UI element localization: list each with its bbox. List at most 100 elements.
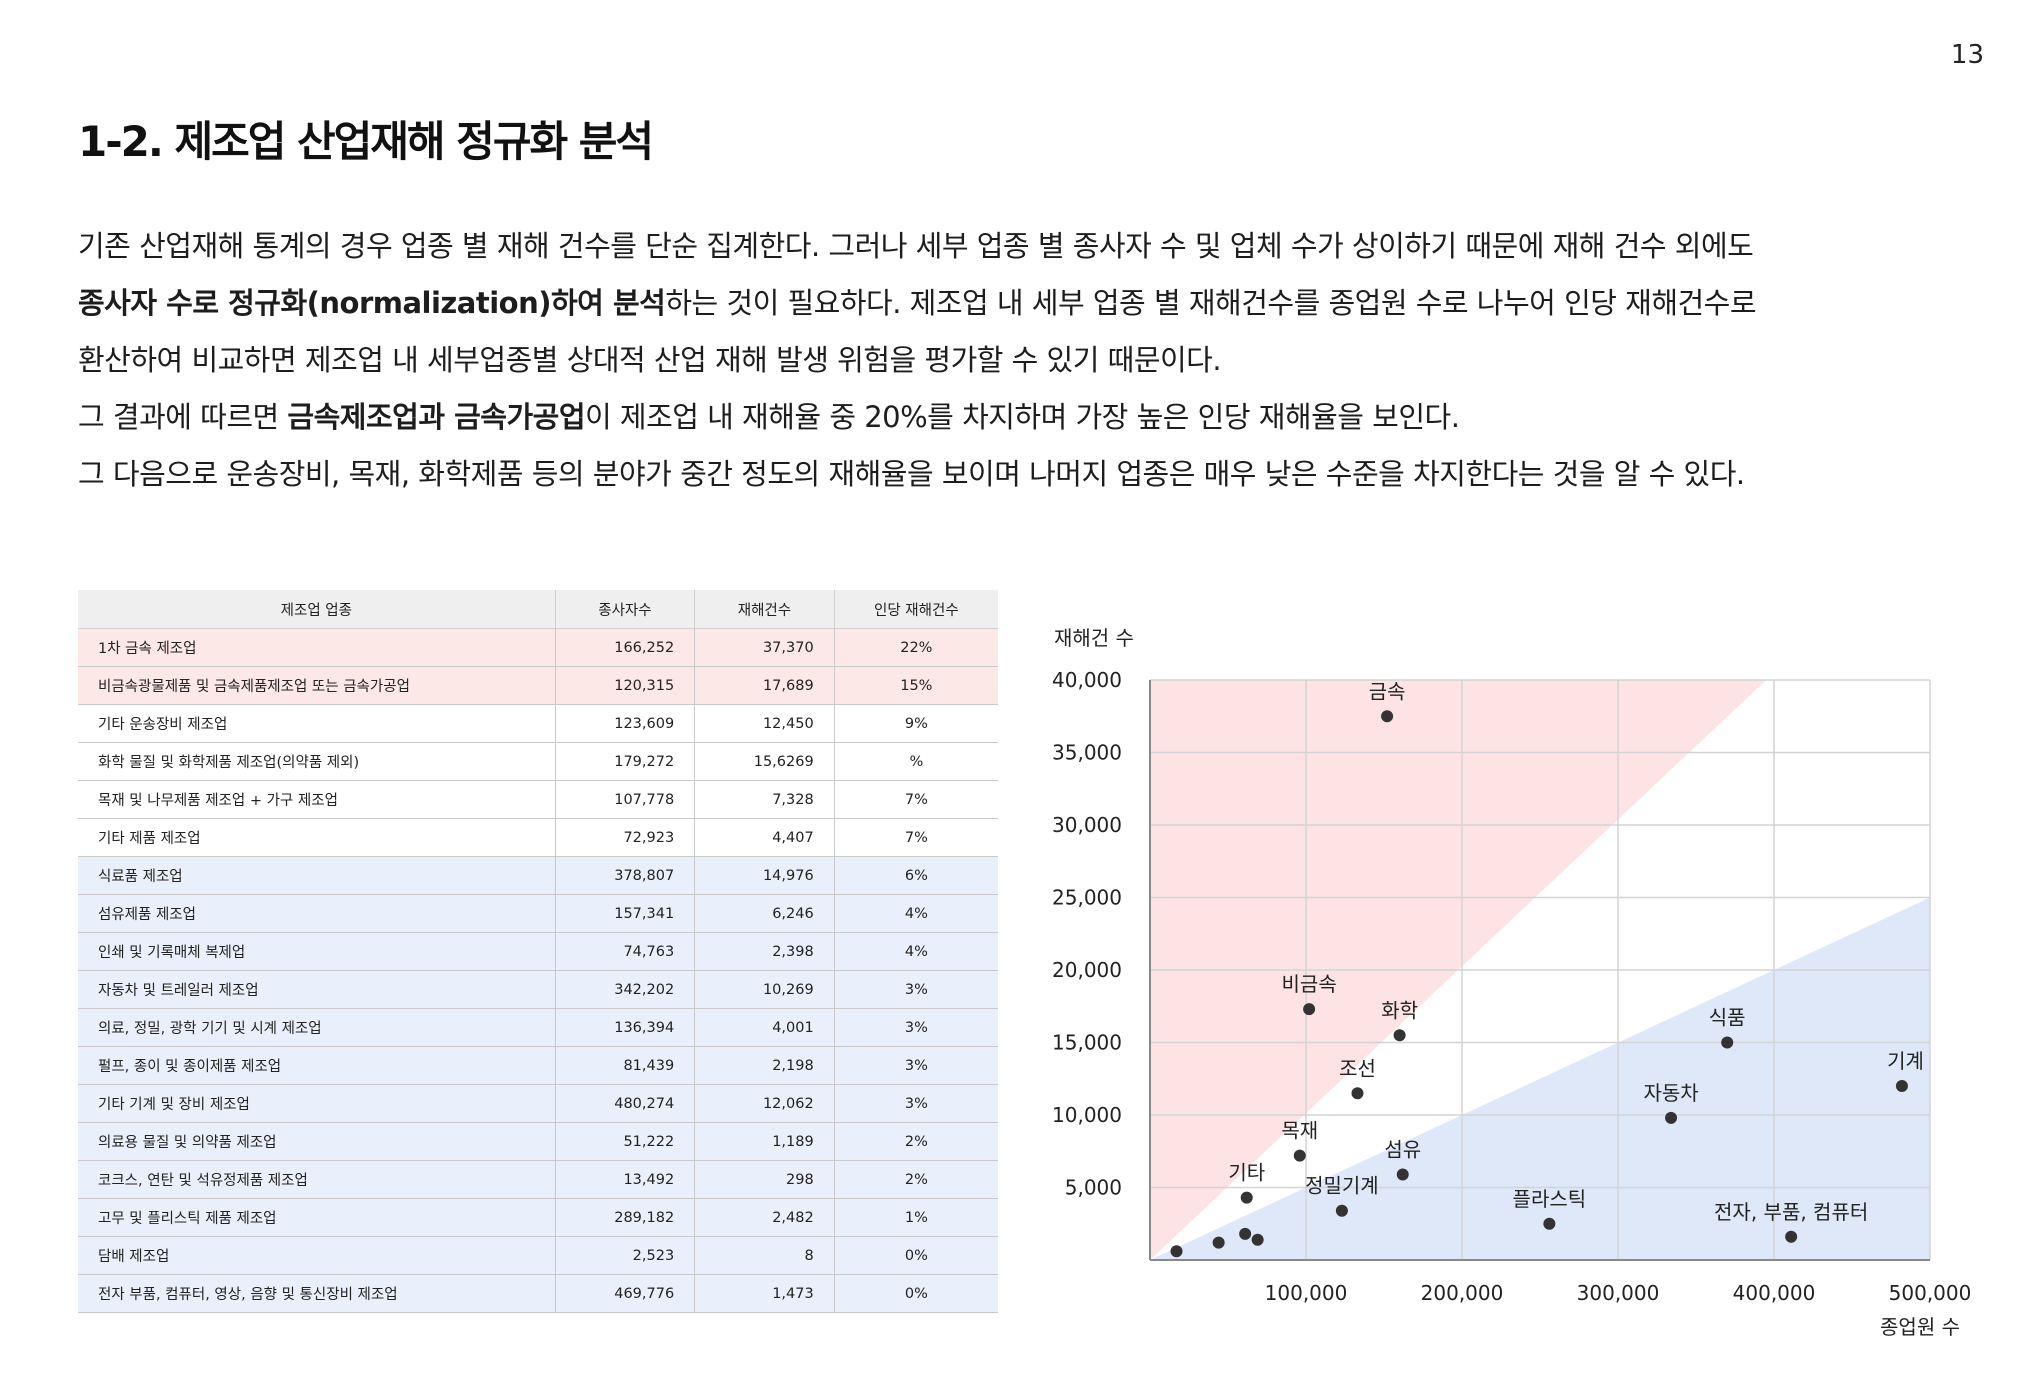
cell-workers: 120,315 bbox=[554, 666, 695, 705]
cell-workers: 157,341 bbox=[554, 894, 695, 933]
table-body: 1차 금속 제조업 166,252 37,370 22% 비금속광물제품 및 금속제품제… bbox=[78, 628, 998, 1313]
point-label: 플라스틱 bbox=[1513, 1187, 1587, 1211]
emphasis-normalization: 종사자 수로 정규화(normalization)하여 분석 bbox=[78, 286, 666, 320]
cell-accidents: 17,689 bbox=[694, 666, 835, 705]
cell-workers: 378,807 bbox=[554, 856, 695, 895]
point-label: 기타 bbox=[1228, 1161, 1265, 1185]
text-span: 그 결과에 따르면 bbox=[78, 400, 288, 434]
table-row: 펄프, 종이 및 종이제품 제조업 81,439 2,198 3% bbox=[78, 1046, 998, 1085]
cell-per-capita: 7% bbox=[833, 780, 998, 819]
data-point bbox=[1240, 1191, 1253, 1204]
paragraph-line-1: 기존 산업재해 통계의 경우 업종 별 재해 건수를 단순 집계한다. 그러나 … bbox=[78, 218, 1978, 275]
data-point bbox=[1351, 1087, 1364, 1100]
cell-workers: 179,272 bbox=[554, 742, 695, 781]
x-axis-label: 종업원 수 bbox=[1880, 1315, 1960, 1339]
cell-workers: 51,222 bbox=[554, 1122, 695, 1161]
text-span: 이 제조업 내 재해율 중 20%를 차지하며 가장 높은 인당 재해율을 보인… bbox=[585, 400, 1460, 434]
data-point bbox=[1293, 1149, 1306, 1162]
y-tick-label: 30,000 bbox=[1052, 813, 1122, 837]
industry-accident-table: 제조업 업종 종사자수 재해건수 인당 재해건수 1차 금속 제조업 166,25… bbox=[78, 590, 998, 1313]
cell-per-capita: 1% bbox=[833, 1198, 998, 1237]
cell-per-capita: 3% bbox=[833, 1008, 998, 1047]
cell-industry: 자동차 및 트레일러 제조업 bbox=[78, 970, 556, 1009]
body-text: 기존 산업재해 통계의 경우 업종 별 재해 건수를 단순 집계한다. 그러나 … bbox=[78, 218, 1978, 503]
table-row: 섬유제품 제조업 157,341 6,246 4% bbox=[78, 894, 998, 933]
header-accidents: 재해건수 bbox=[694, 590, 835, 629]
cell-industry: 의료용 물질 및 의약품 제조업 bbox=[78, 1122, 556, 1161]
table-row: 자동차 및 트레일러 제조업 342,202 10,269 3% bbox=[78, 970, 998, 1009]
cell-industry: 기타 제품 제조업 bbox=[78, 818, 556, 857]
table-row: 고무 및 플리스틱 제품 제조업 289,182 2,482 1% bbox=[78, 1198, 998, 1237]
cell-workers: 81,439 bbox=[554, 1046, 695, 1085]
cell-industry: 고무 및 플리스틱 제품 제조업 bbox=[78, 1198, 556, 1237]
text-span: 하는 것이 필요하다. 제조업 내 세부 업종 별 재해건수를 종업원 수로 나… bbox=[665, 286, 1757, 320]
data-point bbox=[1335, 1204, 1348, 1217]
table-row: 기타 제품 제조업 72,923 4,407 7% bbox=[78, 818, 998, 857]
cell-industry: 인쇄 및 기록매체 복제업 bbox=[78, 932, 556, 971]
x-tick-label: 300,000 bbox=[1577, 1281, 1660, 1305]
point-label: 화학 bbox=[1381, 998, 1418, 1022]
cell-industry: 섬유제품 제조업 bbox=[78, 894, 556, 933]
cell-per-capita: 3% bbox=[833, 1084, 998, 1123]
cell-workers: 74,763 bbox=[554, 932, 695, 971]
table-row: 기타 기계 및 장비 제조업 480,274 12,062 3% bbox=[78, 1084, 998, 1123]
low-rate-region bbox=[1150, 897, 1930, 1260]
cell-per-capita: 9% bbox=[833, 704, 998, 743]
data-point bbox=[1785, 1230, 1798, 1243]
cell-per-capita: 3% bbox=[833, 1046, 998, 1085]
cell-workers: 480,274 bbox=[554, 1084, 695, 1123]
cell-workers: 107,778 bbox=[554, 780, 695, 819]
data-point bbox=[1239, 1227, 1252, 1240]
point-label: 전자, 부품, 컴퓨터 bbox=[1714, 1200, 1868, 1224]
cell-per-capita: 2% bbox=[833, 1122, 998, 1161]
cell-per-capita: 7% bbox=[833, 818, 998, 857]
table-row: 식료품 제조업 378,807 14,976 6% bbox=[78, 856, 998, 895]
table-row: 인쇄 및 기록매체 복제업 74,763 2,398 4% bbox=[78, 932, 998, 971]
cell-industry: 담배 제조업 bbox=[78, 1236, 556, 1275]
cell-industry: 기타 기계 및 장비 제조업 bbox=[78, 1084, 556, 1123]
header-workers: 종사자수 bbox=[554, 590, 695, 629]
cell-workers: 123,609 bbox=[554, 704, 695, 743]
y-tick-label: 10,000 bbox=[1052, 1103, 1122, 1127]
point-label: 정밀기계 bbox=[1305, 1174, 1379, 1198]
point-label: 기계 bbox=[1887, 1049, 1924, 1073]
cell-industry: 코크스, 연탄 및 석유정제품 제조업 bbox=[78, 1160, 556, 1199]
data-point bbox=[1543, 1217, 1556, 1230]
point-label: 금속 bbox=[1369, 679, 1406, 703]
cell-workers: 13,492 bbox=[554, 1160, 695, 1199]
point-label: 목재 bbox=[1281, 1119, 1318, 1143]
cell-industry: 화학 물질 및 화학제품 제조업(의약품 제외) bbox=[78, 742, 556, 781]
cell-accidents: 2,482 bbox=[694, 1198, 835, 1237]
table-row: 전자 부품, 컴퓨터, 영상, 음향 및 통신장비 제조업 469,776 1,47… bbox=[78, 1274, 998, 1313]
page-number: 13 bbox=[1950, 40, 1984, 70]
y-tick-label: 5,000 bbox=[1065, 1176, 1122, 1200]
cell-accidents: 14,976 bbox=[694, 856, 835, 895]
cell-per-capita: 15% bbox=[833, 666, 998, 705]
cell-accidents: 12,062 bbox=[694, 1084, 835, 1123]
data-point bbox=[1381, 710, 1394, 723]
cell-per-capita: 4% bbox=[833, 932, 998, 971]
cell-per-capita: 4% bbox=[833, 894, 998, 933]
cell-industry: 식료품 제조업 bbox=[78, 856, 556, 895]
cell-workers: 342,202 bbox=[554, 970, 695, 1009]
cell-accidents: 8 bbox=[694, 1236, 835, 1275]
cell-industry: 의료, 정밀, 광학 기기 및 시계 제조업 bbox=[78, 1008, 556, 1047]
cell-industry: 목재 및 나무제품 제조업 + 가구 제조업 bbox=[78, 780, 556, 819]
cell-per-capita: 22% bbox=[833, 628, 998, 667]
table-row: 기타 운송장비 제조업 123,609 12,450 9% bbox=[78, 704, 998, 743]
paragraph-line-2: 종사자 수로 정규화(normalization)하여 분석하는 것이 필요하다… bbox=[78, 275, 1978, 332]
cell-industry: 1차 금속 제조업 bbox=[78, 628, 556, 667]
cell-per-capita: 6% bbox=[833, 856, 998, 895]
scatter-chart: 100,000 200,000 300,000 400,000 500,000 5,000… bbox=[1052, 626, 1971, 1339]
cell-accidents: 1,473 bbox=[694, 1274, 835, 1313]
y-tick-label: 40,000 bbox=[1052, 668, 1122, 692]
cell-accidents: 1,189 bbox=[694, 1122, 835, 1161]
cell-industry: 비금속광물제품 및 금속제품제조업 또는 금속가공업 bbox=[78, 666, 556, 705]
y-tick-label: 25,000 bbox=[1052, 886, 1122, 910]
cell-workers: 136,394 bbox=[554, 1008, 695, 1047]
point-label: 식품 bbox=[1709, 1006, 1746, 1030]
section-title: 1-2. 제조업 산업재해 정규화 분석 bbox=[78, 117, 654, 166]
data-point bbox=[1251, 1233, 1264, 1246]
paragraph-line-3: 환산하여 비교하면 제조업 내 세부업종별 상대적 산업 재해 발생 위험을 평… bbox=[78, 332, 1978, 389]
cell-per-capita: 2% bbox=[833, 1160, 998, 1199]
